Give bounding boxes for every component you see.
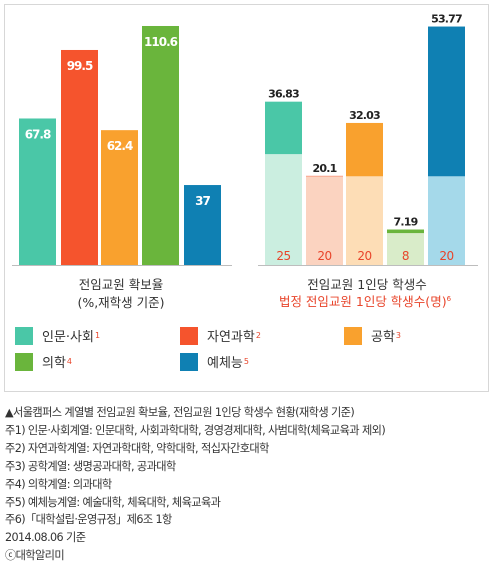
- chart2-actual-label: 36.83: [268, 88, 299, 101]
- legend-item-humanities: 인문·사회 1: [15, 326, 100, 345]
- source-credit: ⓒ대학알리미: [5, 549, 65, 563]
- footnote: 주4) 의학계열: 의과대학: [5, 477, 112, 491]
- chart1-bar: [61, 49, 98, 265]
- chart2-legal-bar: [346, 176, 383, 265]
- caption: ▲서울캠퍼스 계열별 전임교원 확보율, 전임교원 1인당 학생수 현황(재학생…: [5, 406, 355, 419]
- chart2-actual-label: 7.19: [394, 216, 418, 229]
- chart1-bar: [101, 130, 138, 265]
- legend-swatch: [344, 326, 362, 345]
- chart2-title: 전임교원 1인당 학생수: [307, 277, 426, 292]
- legend-item-engineering: 공학 3: [344, 326, 401, 345]
- chart2-legal-bar: [387, 233, 424, 265]
- chart2-actual-bar: [346, 122, 383, 177]
- legend-swatch: [180, 352, 198, 371]
- chart2-actual-label: 20.1: [313, 162, 337, 175]
- chart2-legal-bar: [306, 176, 343, 265]
- chart1-value-label: 99.5: [67, 59, 93, 73]
- chart2-actual-bar: [428, 26, 465, 177]
- chart2-actual-label: 32.03: [349, 109, 380, 122]
- footnotes: ▲서울캠퍼스 계열별 전임교원 확보율, 전임교원 1인당 학생수 현황(재학생…: [5, 404, 489, 565]
- legend-label: 의학: [42, 356, 66, 371]
- chart1-bar: [142, 25, 179, 265]
- chart2-actual-bar: [265, 101, 302, 155]
- legend: 인문·사회 1 자연과학 2 공학 3 의학 4 예체능 5: [10, 322, 480, 382]
- legend-item-arts-sports: 예체능 5: [180, 352, 249, 371]
- footnote: 주2) 자연과학계열: 자연과학대학, 약학대학, 적십자간호대학: [5, 441, 269, 455]
- chart1-bar: [19, 118, 56, 265]
- chart2-legal-label: 8: [402, 249, 409, 263]
- legend-swatch: [180, 326, 198, 345]
- chart2-legal-label: 20: [439, 249, 453, 263]
- legend-swatch: [15, 326, 33, 345]
- footnote: 주6)「대학설립·운영규정」제6조 1항: [5, 513, 172, 527]
- legend-label: 인문·사회: [42, 330, 94, 345]
- legend-label: 자연과학: [207, 330, 255, 345]
- legend-label: 예체능: [207, 356, 243, 371]
- chart2-legal-bar: [265, 154, 302, 265]
- chart1-value-label: 37: [195, 194, 210, 208]
- footnote: 주3) 공학계열: 생명공과대학, 공과대학: [5, 459, 176, 473]
- chart1-bar: [184, 185, 221, 265]
- legend-label: 공학: [371, 330, 395, 345]
- chart2-actual-label: 53.77: [431, 13, 462, 26]
- chart2-legal-label: 20: [317, 249, 331, 263]
- date-note: 2014.08.06 기준: [5, 531, 86, 545]
- legend-item-natural-science: 자연과학 2: [180, 326, 261, 345]
- chart-canvas: 전임교원 확보율 (%,재학생 기준) 전임교원 1인당 학생수 법정 전임교원…: [12, 13, 478, 310]
- chart2-subtitle: 법정 전임교원 1인당 학생수(명)6: [279, 294, 452, 309]
- chart1-value-label: 62.4: [107, 139, 133, 153]
- chart2-legal-label: 20: [357, 249, 371, 263]
- chart2-actual-bar: [387, 229, 424, 234]
- chart2-legal-label: 25: [276, 249, 290, 263]
- legend-swatch: [15, 352, 33, 371]
- chart1-value-label: 110.6: [144, 35, 178, 49]
- chart1-value-label: 67.8: [25, 127, 51, 141]
- footnote: 주5) 예체능계열: 예술대학, 체육대학, 체육교육과: [5, 495, 221, 509]
- chart1-subtitle: (%,재학생 기준): [77, 295, 164, 310]
- chart2-legal-bar: [428, 176, 465, 265]
- legend-item-medicine: 의학 4: [15, 352, 72, 371]
- footnote: 주1) 인문·사회계열: 인문대학, 사회과학대학, 경영경제대학, 사범대학(…: [5, 423, 386, 437]
- chart1-title: 전임교원 확보율: [79, 277, 163, 292]
